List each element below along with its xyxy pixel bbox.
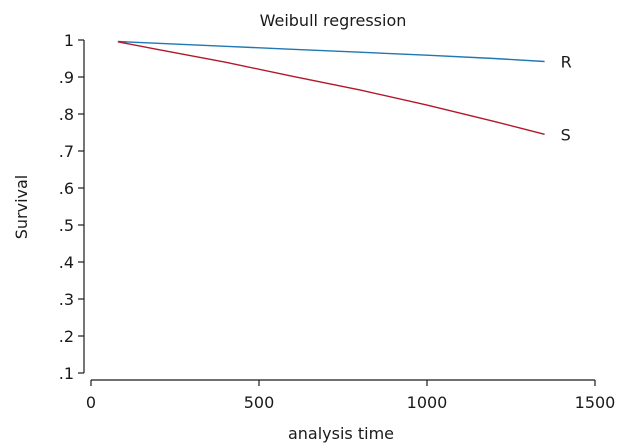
y-tick-label: .2 [59,327,74,346]
y-tick-label: 1 [64,31,74,50]
x-tick-label: 1000 [407,393,448,412]
y-axis-label: Survival [12,175,31,240]
y-tick-label: .1 [59,364,74,383]
y-tick-label: .9 [59,68,74,87]
y-tick-label: .4 [59,253,74,272]
series-label-S: S [561,125,571,144]
y-tick-label: .5 [59,216,74,235]
series-group: RS [117,40,572,144]
x-tick-label: 500 [244,393,275,412]
y-tick-label: .8 [59,105,74,124]
y-tick-label: .3 [59,290,74,309]
series-line-S [117,41,545,135]
y-tick-label: .6 [59,179,74,198]
x-axis-label: analysis time [288,424,394,443]
x-tick-label: 1500 [575,393,616,412]
series-line-R [117,40,545,63]
x-tick-label: 0 [86,393,96,412]
y-tick-label: .7 [59,142,74,161]
series-label-R: R [561,52,572,71]
chart-title: Weibull regression [260,11,407,30]
axes: .1 .2 .3 .4 .5 .6 .7 .8 .9 1 0 500 1000 1500 [59,31,616,412]
